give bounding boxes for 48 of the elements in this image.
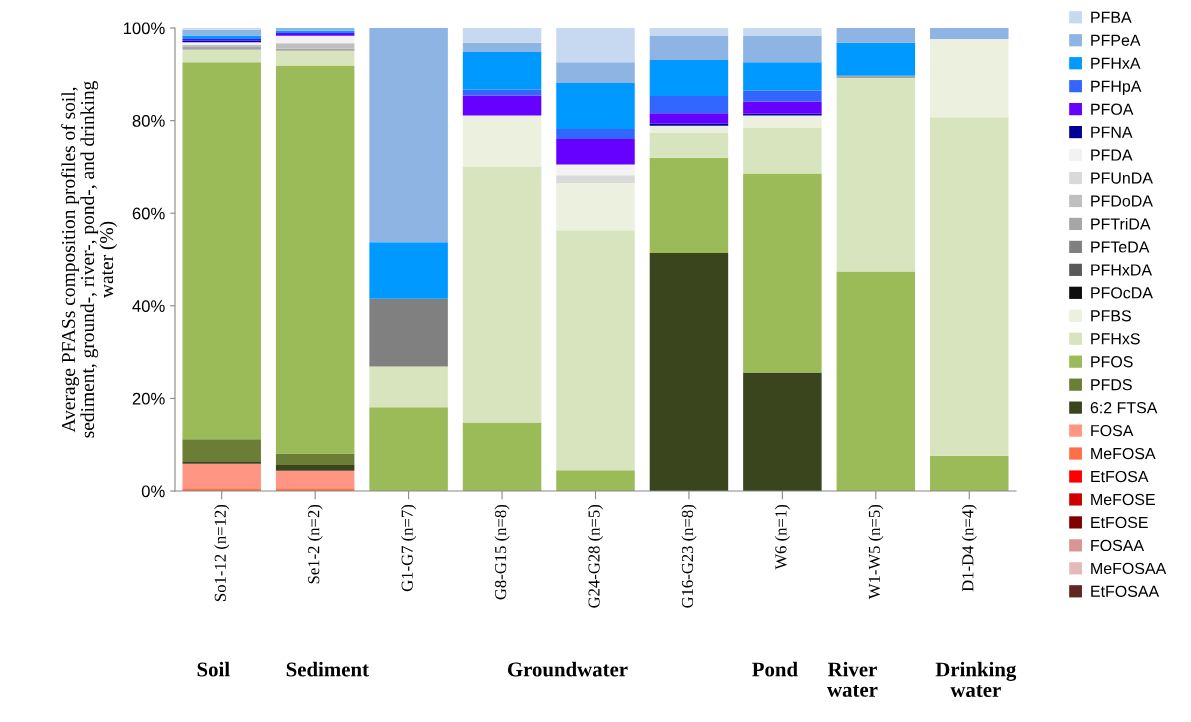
x-tick-label: So1-12 (n=12) [214, 504, 230, 601]
x-tick-label: Se1-2 (n=2) [307, 504, 323, 584]
legend-label: FOSA [1091, 424, 1134, 437]
legend-label: EtFOSA [1091, 470, 1149, 483]
y-tick-label: 0% [141, 485, 165, 498]
text: Drinking water [935, 661, 1017, 697]
legend-label: PFHxDA [1091, 264, 1153, 276]
text: Sediment [286, 661, 369, 677]
legend-label: PFHxA [1091, 57, 1141, 69]
legend-label: PFHpA [1091, 80, 1142, 96]
legend-label: PFNA [1091, 126, 1133, 138]
text: Groundwater [507, 661, 628, 677]
legend-label: 6:2 FTSA [1090, 402, 1158, 414]
x-tick-label: G8-G15 (n=8) [494, 504, 510, 600]
legend-label: PFUnDA [1091, 172, 1153, 184]
legend-label: PFOcDA [1091, 287, 1153, 299]
text: Pond [752, 661, 798, 677]
x-tick-label: G24-G28 (n=5) [587, 504, 604, 608]
legend-label: FOSAA [1091, 539, 1145, 552]
legend-label: PFDS [1091, 379, 1132, 391]
legend-label: EtFOSE [1091, 516, 1148, 529]
legend-label: PFBA [1091, 11, 1132, 23]
x-tick-label: G16-G23 (n=8) [681, 504, 697, 608]
legend-label: PFPeA [1091, 34, 1141, 46]
y-tick-label: 100% [123, 22, 165, 35]
legend-label: PFOA [1091, 103, 1134, 115]
legend-label: MeFOSE [1091, 493, 1155, 506]
legend-label: PFTriDA [1091, 217, 1151, 230]
legend-label: PFDA [1091, 149, 1133, 161]
legend-label: PFOS [1091, 356, 1133, 368]
y-tick-label: 40% [132, 300, 165, 312]
legend-label: PFBS [1091, 310, 1131, 322]
x-tick-label: W6 (n=1) [774, 504, 790, 570]
text: Soil [197, 661, 230, 677]
legend-label: PFTeDA [1091, 241, 1150, 253]
legend-label: MeFOSAA [1091, 562, 1167, 575]
x-tick-label: G1-G7 (n=7) [401, 504, 417, 592]
y-tick-label: 20% [132, 392, 165, 405]
x-tick-label: W1-W5 (n=5) [868, 504, 884, 600]
legend-label: PFDoDA [1091, 195, 1153, 207]
legend-label: EtFOSAA [1091, 585, 1160, 597]
y-axis-title: Average PFASs composition profiles of soil, sediment, ground-, river-, pond-, and drinking water (%) [61, 81, 118, 438]
legend-label: PFHxS [1091, 333, 1140, 345]
legend-label: MeFOSA [1091, 447, 1156, 460]
y-tick-label: 80% [132, 115, 165, 127]
text: River water [827, 661, 878, 697]
x-tick-label: D1-D4 (n=4) [961, 504, 977, 592]
y-tick-label: 60% [132, 207, 165, 220]
